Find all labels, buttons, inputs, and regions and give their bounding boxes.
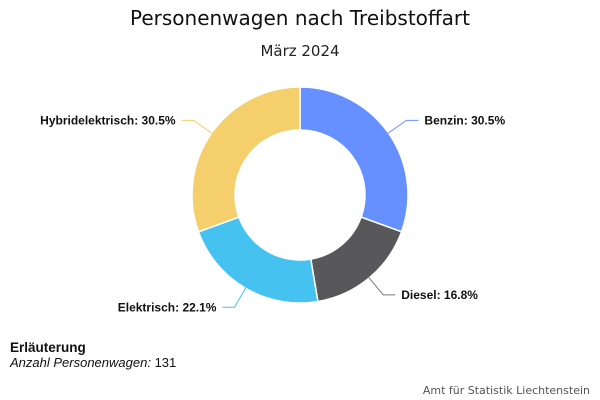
donut-slice-elektrisch[interactable] [197,216,319,304]
donut-slice-hybridelektrisch[interactable] [191,86,301,233]
connector-line-diesel [367,276,396,296]
source-credit: Amt für Statistik Liechtenstein [422,384,590,397]
note-heading: Erläuterung [10,340,86,355]
note-label: Anzahl Personenwagen: [10,355,151,370]
connector-line-benzin [386,119,419,135]
donut-slice-diesel[interactable] [309,216,403,303]
data-label-diesel: Diesel: 16.8% [401,288,478,302]
note-value: 131 [154,355,177,370]
data-label-elektrisch: Elektrisch: 22.1% [118,300,217,314]
connector-line-hybridelektrisch [181,119,214,135]
explanation-note: Erläuterung Anzahl Personenwagen: 131 [10,340,176,370]
chart-title: Personenwagen nach Treibstoffart [129,6,470,30]
connector-line-elektrisch [222,286,247,308]
data-label-benzin: Benzin: 30.5% [424,113,505,127]
donut-slice-benzin[interactable] [299,86,409,233]
data-label-hybridelektrisch: Hybridelektrisch: 30.5% [40,113,176,127]
chart-subtitle: März 2024 [260,42,340,60]
